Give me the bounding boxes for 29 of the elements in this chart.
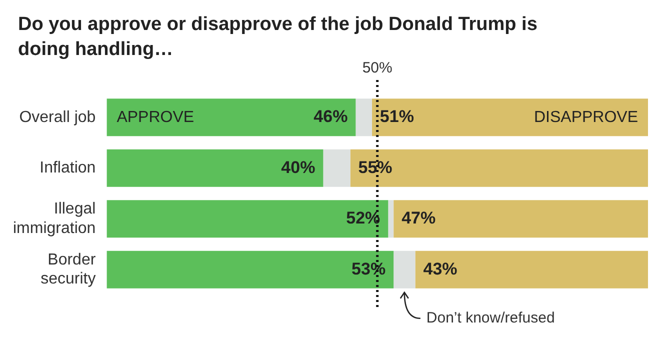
bar — [106, 250, 394, 288]
bar — [356, 98, 372, 136]
bar — [394, 200, 648, 238]
data-label: 46% — [314, 107, 348, 126]
bar — [415, 250, 648, 288]
bar — [323, 149, 350, 187]
bar — [372, 98, 648, 136]
data-label: 51% — [380, 107, 414, 126]
y-tick-label: Illegal immigration — [13, 200, 96, 237]
chart-title: Do you approve or disapprove of the job Donald Trump is doing handling… — [18, 14, 538, 60]
bar — [106, 149, 324, 187]
bar — [106, 98, 356, 136]
bar — [106, 200, 388, 238]
data-label: 53% — [352, 259, 386, 278]
annotation: Don’t know/refused — [426, 310, 555, 327]
bar — [388, 200, 394, 238]
y-tick-label: Border security — [40, 251, 96, 288]
data-label: 40% — [281, 158, 316, 177]
y-tick-label: Inflation — [40, 160, 96, 177]
y-tick-label: Overall job — [19, 108, 96, 126]
data-label: 52% — [346, 208, 380, 228]
data-label: 43% — [423, 259, 458, 278]
bar — [394, 250, 416, 288]
data-label: 55% — [358, 158, 392, 177]
data-label: 47% — [402, 208, 436, 228]
series-label: APPROVE — [116, 108, 194, 126]
series-label: DISAPPROVE — [534, 108, 638, 126]
bar — [350, 149, 648, 187]
ref-line-label: 50% — [362, 60, 392, 77]
